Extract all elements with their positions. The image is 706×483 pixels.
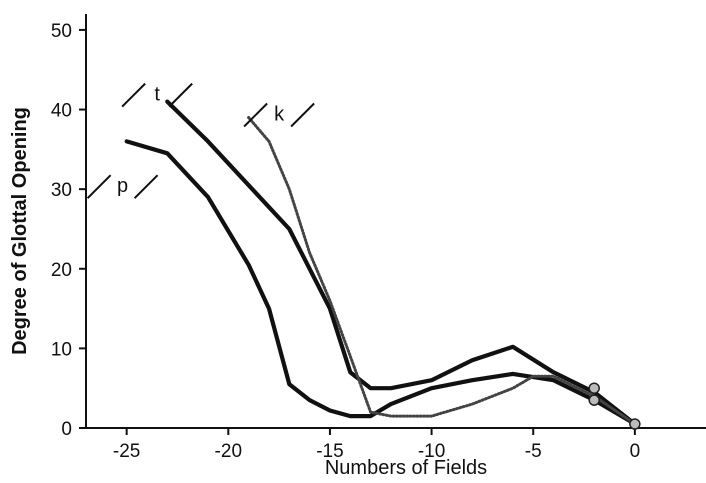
series-label-slash	[121, 82, 146, 108]
series-line-p	[124, 139, 638, 427]
series-label-slash	[243, 102, 268, 128]
series-label-p: p	[117, 175, 128, 197]
y-tick-label: 20	[51, 260, 72, 281]
annotation-layer: t k p	[86, 82, 315, 199]
x-tick-label: -15	[316, 441, 343, 462]
series-label-slash	[168, 82, 193, 108]
y-axis-title: Degree of Glottal Opening	[9, 107, 31, 355]
end-marker	[588, 394, 600, 406]
y-tick-label: 0	[61, 419, 72, 440]
axes	[85, 14, 706, 429]
series-label-slash	[133, 174, 159, 199]
x-tick-label: -5	[525, 441, 542, 462]
x-tick-label: -25	[113, 441, 140, 462]
end-marker	[588, 382, 600, 394]
end-marker	[629, 418, 641, 430]
series-label-slash	[86, 174, 112, 199]
y-tick-label: 30	[51, 180, 72, 201]
y-tick-label: 40	[51, 101, 72, 122]
series-line-k	[247, 116, 637, 426]
series-line-t	[165, 99, 638, 427]
series-label-slash	[290, 102, 315, 128]
x-tick-label: -20	[215, 441, 242, 462]
x-tick-label: -10	[418, 441, 445, 462]
x-tick-label: 0	[630, 441, 641, 462]
ticks: 0 10 20 30 40 50 -25 -20 -15 -10 -5 0	[51, 21, 640, 462]
series-label-t: t	[154, 84, 160, 106]
series-layer	[124, 99, 641, 430]
series-label-k: k	[274, 104, 285, 126]
x-axis-title: Numbers of Fields	[325, 457, 487, 479]
y-tick-label: 50	[51, 21, 72, 42]
y-tick-label: 10	[51, 339, 72, 360]
